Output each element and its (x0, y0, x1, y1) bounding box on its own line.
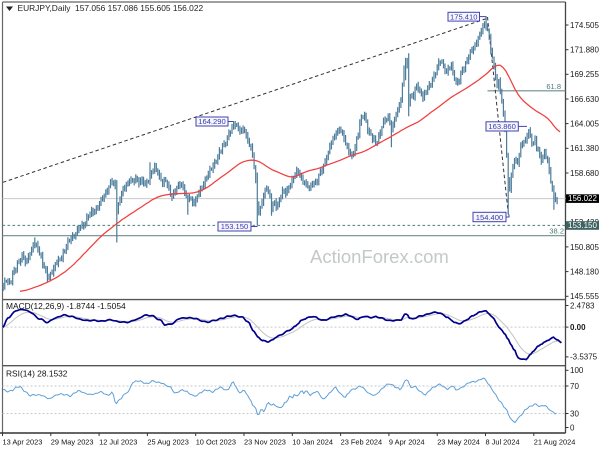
svg-text:38.2: 38.2 (549, 227, 564, 236)
svg-text:163.860: 163.860 (488, 122, 515, 131)
svg-text:169.255: 169.255 (570, 70, 599, 79)
svg-text:13 Apr 2023: 13 Apr 2023 (3, 438, 43, 447)
svg-text:158.680: 158.680 (570, 169, 599, 178)
svg-text:MACD(12,26,9) -1.8744 -1.5054: MACD(12,26,9) -1.8744 -1.5054 (6, 301, 126, 311)
svg-text:0: 0 (570, 423, 575, 432)
svg-text:148.180: 148.180 (570, 267, 599, 276)
svg-text:2.4783: 2.4783 (570, 301, 595, 310)
svg-text:10 Oct 2023: 10 Oct 2023 (196, 438, 236, 447)
svg-text:166.630: 166.630 (570, 95, 599, 104)
svg-text:0.00: 0.00 (570, 323, 586, 332)
svg-text:EURJPY,Daily 157.056 157.086: EURJPY,Daily 157.056 157.086 155.605 156… (18, 3, 204, 13)
svg-text:30: 30 (570, 409, 579, 418)
svg-text:153.150: 153.150 (221, 222, 248, 231)
svg-text:8 Jul 2024: 8 Jul 2024 (486, 438, 520, 447)
svg-text:ActionForex.com: ActionForex.com (310, 246, 449, 267)
svg-text:156.022: 156.022 (568, 194, 597, 203)
svg-text:150.805: 150.805 (570, 243, 599, 252)
svg-text:161.380: 161.380 (570, 144, 599, 153)
svg-text:145.555: 145.555 (570, 292, 599, 301)
svg-text:25 Aug 2023: 25 Aug 2023 (147, 438, 189, 447)
svg-text:-3.5375: -3.5375 (570, 353, 598, 362)
svg-text:153.150: 153.150 (568, 221, 597, 230)
svg-text:154.400: 154.400 (476, 213, 503, 222)
svg-text:61.8: 61.8 (546, 82, 561, 91)
svg-text:174.505: 174.505 (570, 21, 599, 30)
svg-text:175.410: 175.410 (450, 12, 477, 21)
svg-text:171.880: 171.880 (570, 46, 599, 55)
svg-text:23 May 2024: 23 May 2024 (437, 438, 480, 447)
svg-text:12 Jul 2023: 12 Jul 2023 (99, 438, 137, 447)
svg-text:23 Nov 2023: 23 Nov 2023 (244, 438, 286, 447)
svg-text:9 Apr 2024: 9 Apr 2024 (389, 438, 425, 447)
svg-text:10 Jan 2024: 10 Jan 2024 (292, 438, 333, 447)
svg-text:70: 70 (570, 382, 579, 391)
svg-text:164.290: 164.290 (198, 117, 225, 126)
svg-text:21 Aug 2024: 21 Aug 2024 (534, 438, 576, 447)
svg-text:29 May 2023: 29 May 2023 (51, 438, 94, 447)
svg-text:RSI(14) 28.1532: RSI(14) 28.1532 (6, 369, 68, 379)
svg-text:100: 100 (570, 366, 584, 375)
svg-text:164.005: 164.005 (570, 119, 599, 128)
svg-text:23 Feb 2024: 23 Feb 2024 (341, 438, 383, 447)
